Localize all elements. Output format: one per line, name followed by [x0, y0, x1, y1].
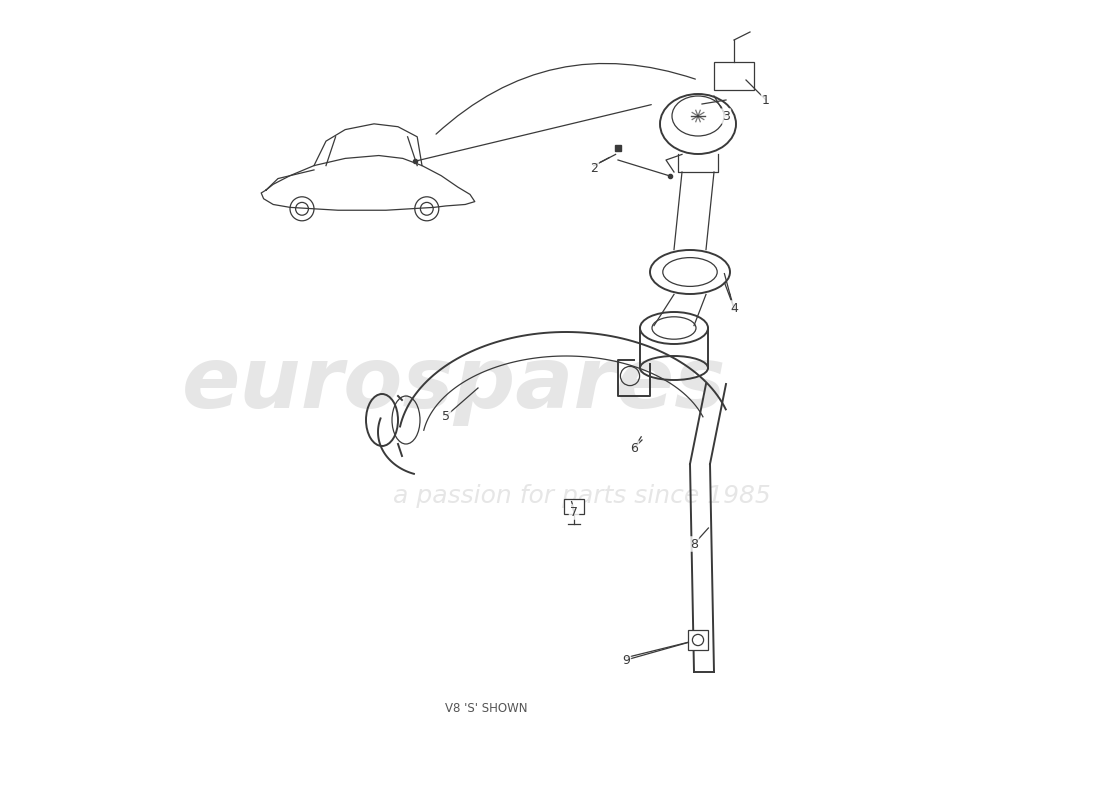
Text: 8: 8: [690, 538, 698, 550]
Text: 7: 7: [570, 506, 578, 518]
FancyBboxPatch shape: [714, 62, 754, 90]
Text: 6: 6: [630, 442, 638, 454]
Text: a passion for parts since 1985: a passion for parts since 1985: [393, 484, 771, 508]
Text: 4: 4: [730, 302, 738, 314]
Text: 9: 9: [623, 654, 630, 666]
Text: 1: 1: [762, 94, 770, 106]
Text: V8 'S' SHOWN: V8 'S' SHOWN: [444, 702, 527, 714]
Text: 3: 3: [722, 110, 730, 122]
FancyBboxPatch shape: [564, 499, 584, 514]
FancyBboxPatch shape: [689, 630, 707, 650]
Text: 5: 5: [442, 410, 450, 422]
Text: 2: 2: [590, 162, 598, 174]
Text: eurospares: eurospares: [182, 342, 726, 426]
